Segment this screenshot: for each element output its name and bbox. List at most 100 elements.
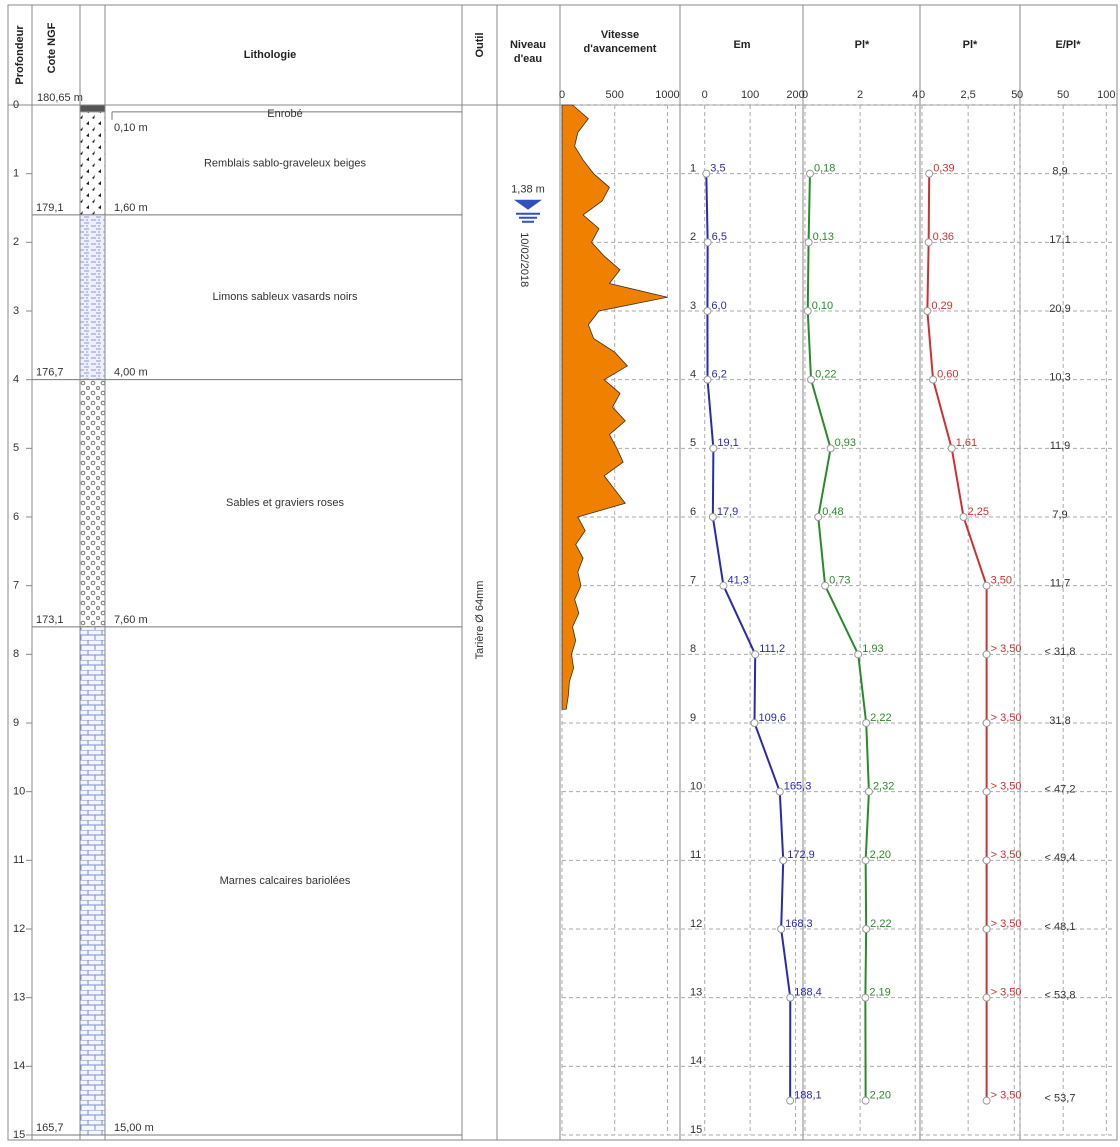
test-number: 6 [690, 506, 696, 518]
profile-line [927, 174, 986, 1101]
depth-tick-label: 7 [13, 580, 19, 592]
test-point [704, 239, 711, 246]
value-label: 109,6 [758, 712, 786, 724]
value-label: > 3,50 [991, 1090, 1022, 1102]
value-label: 172,9 [787, 849, 815, 861]
value-label: > 3,50 [991, 849, 1022, 861]
value-label: 19,1 [717, 437, 738, 449]
depth-tick-label: 13 [13, 992, 25, 1004]
test-point [865, 788, 872, 795]
header-cote: Cote NGF [46, 22, 58, 73]
value-label: > 3,50 [991, 918, 1022, 930]
value-label: 111,2 [759, 643, 785, 655]
test-point [805, 239, 812, 246]
header-lithology: Lithologie [244, 49, 297, 61]
x-tick-label: 0 [702, 89, 708, 101]
value-label: 188,1 [794, 1090, 822, 1102]
test-point [827, 445, 834, 452]
ratio-label: < 31,8 [1045, 646, 1076, 658]
test-number: 11 [690, 849, 701, 861]
layer-name: Marnes calcaires bariolées [220, 875, 351, 887]
value-label: > 3,50 [991, 781, 1022, 793]
test-point [863, 720, 870, 727]
test-number: 4 [690, 369, 696, 381]
test-point [704, 308, 711, 315]
test-point [863, 926, 870, 933]
test-point [704, 376, 711, 383]
test-point [815, 514, 822, 521]
test-point [703, 170, 710, 177]
test-number: 14 [690, 1055, 702, 1067]
test-point [862, 1097, 869, 1104]
test-point [751, 720, 758, 727]
ratio-label: < 53,7 [1045, 1093, 1076, 1105]
test-point [752, 651, 759, 658]
top-cote: 180,65 m [37, 92, 83, 104]
depth-tick-label: 1 [13, 168, 19, 180]
test-point [925, 239, 932, 246]
depth-tick-label: 8 [13, 648, 19, 660]
test-point [806, 170, 813, 177]
value-label: > 3,50 [991, 712, 1022, 724]
test-point [776, 788, 783, 795]
value-label: 2,22 [870, 918, 891, 930]
layer-cote: 165,7 [36, 1122, 64, 1134]
value-label: 165,3 [784, 781, 812, 793]
layer-depth: 0,10 m [114, 122, 148, 134]
test-number: 1 [690, 163, 696, 175]
value-label: > 3,50 [991, 643, 1022, 655]
ratio-label: < 53,8 [1045, 990, 1076, 1002]
x-tick-label: 0 [559, 89, 565, 101]
test-point [983, 1097, 990, 1104]
value-label: > 3,50 [991, 987, 1022, 999]
test-number: 15 [690, 1124, 702, 1136]
test-point [983, 582, 990, 589]
test-point [709, 514, 716, 521]
layer-depth: 1,60 m [114, 202, 148, 214]
layer-name: Sables et graviers roses [226, 497, 344, 509]
value-label: 0,13 [813, 231, 834, 243]
test-number: 2 [690, 231, 696, 243]
water-symbol [514, 200, 542, 210]
value-label: 0,73 [829, 575, 850, 587]
ratio-label: 11,7 [1050, 578, 1071, 590]
ratio-label: 17,1 [1049, 234, 1070, 246]
depth-tick-label: 3 [13, 305, 19, 317]
test-point [948, 445, 955, 452]
ratio-label: < 49,4 [1045, 852, 1076, 864]
test-point [787, 994, 794, 1001]
value-label: 2,25 [968, 506, 989, 518]
value-label: 2,20 [870, 849, 891, 861]
test-point [804, 308, 811, 315]
ratio-label: < 47,2 [1045, 784, 1076, 796]
test-point [983, 720, 990, 727]
header-ratio: E/Pl* [1055, 39, 1081, 51]
layer-pattern [80, 627, 105, 1135]
x-tick-label: 4 [912, 89, 918, 101]
test-point [822, 582, 829, 589]
value-label: 0,93 [835, 437, 856, 449]
test-number: 9 [690, 712, 696, 724]
tool-label: Tarière Ø 64mm [474, 581, 486, 660]
test-number: 7 [690, 575, 696, 587]
value-label: 41,3 [727, 575, 748, 587]
test-number: 8 [690, 643, 696, 655]
test-point [862, 994, 869, 1001]
layer-pattern [80, 112, 105, 215]
x-tick-label: 0 [802, 89, 808, 101]
layer-cote: 176,7 [36, 367, 64, 379]
header-depth: Profondeur [14, 25, 26, 85]
value-label: 6,5 [712, 231, 727, 243]
value-label: 168,3 [785, 918, 813, 930]
header-tool: Outil [474, 32, 486, 57]
depth-tick-label: 2 [13, 236, 19, 248]
test-point [983, 926, 990, 933]
value-label: 3,5 [710, 163, 725, 175]
depth-tick-label: 12 [13, 923, 25, 935]
value-label: 1,61 [956, 437, 977, 449]
depth-tick-label: 9 [13, 717, 19, 729]
ratio-label: < 48,1 [1045, 921, 1076, 933]
ratio-label: 7,9 [1052, 509, 1067, 521]
value-label: 0,39 [933, 163, 954, 175]
value-label: 188,4 [794, 987, 822, 999]
